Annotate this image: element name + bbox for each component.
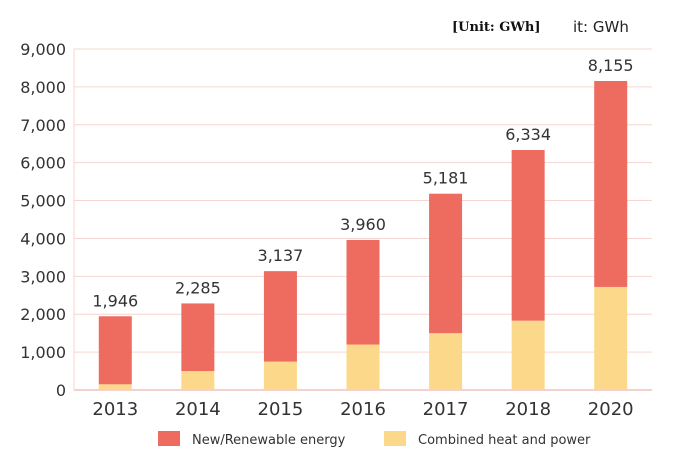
legend-label: New/Renewable energy bbox=[192, 433, 346, 448]
x-tick-label: 2013 bbox=[92, 399, 138, 420]
y-tick-label: 1,000 bbox=[20, 343, 66, 362]
bar-segment bbox=[511, 150, 545, 321]
y-tick-label: 4,000 bbox=[20, 229, 66, 248]
x-tick-label: 2015 bbox=[258, 399, 304, 420]
y-tick-label: 9,000 bbox=[20, 40, 66, 59]
x-tick-label: 2014 bbox=[175, 399, 221, 420]
bar-segment bbox=[346, 344, 380, 390]
y-tick-label: 0 bbox=[56, 381, 66, 400]
bar-segment bbox=[181, 303, 215, 372]
x-tick-label: 2020 bbox=[588, 399, 634, 420]
data-label: 3,960 bbox=[340, 215, 386, 234]
y-tick-label: 2,000 bbox=[20, 305, 66, 324]
data-label: 8,155 bbox=[588, 56, 634, 75]
legend-swatch bbox=[384, 431, 406, 446]
data-label: 5,181 bbox=[423, 169, 469, 188]
y-tick-label: 8,000 bbox=[20, 78, 66, 97]
data-label: 6,334 bbox=[505, 125, 551, 144]
y-tick-label: 6,000 bbox=[20, 154, 66, 173]
y-tick-label: 3,000 bbox=[20, 267, 66, 286]
bar-segment bbox=[98, 384, 132, 390]
bar-segment bbox=[181, 371, 215, 390]
bar-segment bbox=[429, 193, 463, 334]
bar-segment bbox=[594, 286, 628, 390]
data-label: 1,946 bbox=[92, 291, 138, 310]
bar-segment bbox=[263, 271, 297, 362]
bar-segment bbox=[594, 81, 628, 287]
x-tick-label: 2018 bbox=[505, 399, 551, 420]
unit-label: [Unit: GWh] bbox=[452, 20, 541, 35]
bar-segment bbox=[98, 316, 132, 385]
bar-segment bbox=[511, 320, 545, 390]
data-label: 2,285 bbox=[175, 278, 221, 297]
data-label: 3,137 bbox=[258, 246, 304, 265]
y-tick-label: 7,000 bbox=[20, 116, 66, 135]
bar-segment bbox=[263, 361, 297, 390]
bar-segment bbox=[346, 239, 380, 345]
x-tick-label: 2016 bbox=[340, 399, 386, 420]
unit-label-overlap: it: GWh bbox=[573, 18, 629, 36]
legend-label: Combined heat and power bbox=[418, 433, 591, 448]
bar-segment bbox=[429, 333, 463, 390]
y-tick-label: 5,000 bbox=[20, 192, 66, 211]
x-tick-label: 2017 bbox=[423, 399, 469, 420]
legend-swatch bbox=[158, 431, 180, 446]
